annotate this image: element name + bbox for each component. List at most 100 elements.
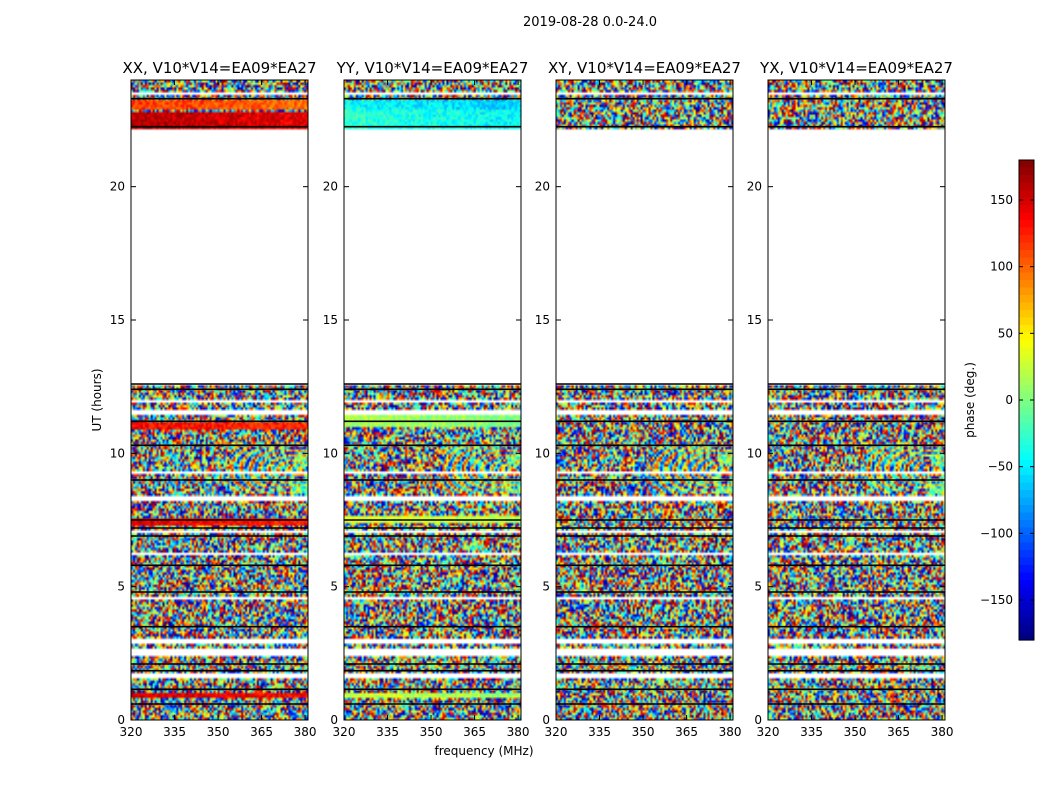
y-tick-label: 15 — [110, 313, 125, 327]
colorbar-segment — [1019, 535, 1034, 544]
colorbar-segment — [1019, 287, 1034, 296]
panel-yy: YY, V10*V14=EA09*EA27 320 335 350 365 380 0 5 10… — [323, 59, 530, 739]
colorbar-segment — [1019, 512, 1034, 521]
colorbar-segment — [1019, 400, 1034, 409]
x-tick-label: 320 — [333, 725, 356, 739]
colorbar-tick-label: 150 — [990, 193, 1013, 207]
colorbar-segment — [1019, 497, 1034, 506]
colorbar-segment — [1019, 490, 1034, 499]
colorbar-segment — [1019, 220, 1034, 229]
colorbar-segment — [1019, 422, 1034, 431]
colorbar-segment — [1019, 332, 1034, 341]
panel-frame — [767, 79, 946, 721]
colorbar-segment — [1019, 617, 1034, 626]
colorbar-segment — [1019, 317, 1034, 326]
colorbar-segment — [1019, 632, 1034, 641]
x-tick-label: 335 — [376, 725, 399, 739]
colorbar-segment — [1019, 565, 1034, 574]
colorbar-segment — [1019, 362, 1034, 371]
panel-title-xy: XY, V10*V14=EA09*EA27 — [548, 59, 741, 77]
colorbar-segment — [1019, 377, 1034, 386]
y-tick-label: 15 — [323, 313, 338, 327]
colorbar-segment — [1019, 557, 1034, 566]
colorbar-segment — [1019, 182, 1034, 191]
heatmap-image-yy — [344, 80, 521, 720]
colorbar-segment — [1019, 602, 1034, 611]
colorbar-segment — [1019, 250, 1034, 259]
colorbar-segment — [1019, 542, 1034, 551]
y-tick-label: 10 — [535, 446, 550, 460]
colorbar-tick-label: −50 — [988, 460, 1013, 474]
colorbar-segment — [1019, 242, 1034, 251]
colorbar-segment — [1019, 295, 1034, 304]
colorbar-segment — [1019, 445, 1034, 454]
y-tick-label: 20 — [110, 180, 125, 194]
panel-frame — [343, 79, 522, 721]
y-tick-label: 0 — [542, 713, 550, 727]
x-tick-label: 320 — [120, 725, 143, 739]
colorbar-segment — [1019, 205, 1034, 214]
colorbar-segment — [1019, 587, 1034, 596]
colorbar-segment — [1019, 550, 1034, 559]
colorbar-tick-label: −100 — [980, 526, 1013, 540]
colorbar-segment — [1019, 437, 1034, 446]
x-tick-label: 335 — [800, 725, 823, 739]
y-tick-label: 20 — [747, 180, 762, 194]
x-axis-label: frequency (MHz) — [434, 744, 533, 758]
panel-frame — [555, 79, 734, 721]
colorbar-label: phase (deg.) — [963, 362, 977, 438]
colorbar-segment — [1019, 355, 1034, 364]
colorbar-segment — [1019, 580, 1034, 589]
x-tick-label: 320 — [757, 725, 780, 739]
panel-title-yx: YX, V10*V14=EA09*EA27 — [759, 59, 953, 77]
colorbar-segment — [1019, 310, 1034, 319]
panel-frame — [130, 79, 309, 721]
panel-title-xx: XX, V10*V14=EA09*EA27 — [122, 59, 316, 77]
x-tick-label: 365 — [250, 725, 273, 739]
colorbar-segment — [1019, 197, 1034, 206]
x-tick-label: 350 — [844, 725, 867, 739]
y-tick-label: 10 — [747, 446, 762, 460]
y-tick-label: 10 — [323, 446, 338, 460]
colorbar-segment — [1019, 212, 1034, 221]
y-tick-label: 5 — [754, 580, 762, 594]
x-tick-label: 380 — [719, 725, 742, 739]
colorbar-segment — [1019, 595, 1034, 604]
x-tick-label: 365 — [675, 725, 698, 739]
y-tick-label: 5 — [117, 580, 125, 594]
x-tick-label: 320 — [545, 725, 568, 739]
colorbar-segment — [1019, 340, 1034, 349]
colorbar-segment — [1019, 520, 1034, 529]
colorbar-segment — [1019, 452, 1034, 461]
y-tick-label: 20 — [535, 180, 550, 194]
colorbar-segment — [1019, 167, 1034, 176]
colorbar-segment — [1019, 265, 1034, 274]
figure-title: 2019-08-28 0.0-24.0 — [523, 15, 657, 30]
colorbar-segment — [1019, 385, 1034, 394]
colorbar-segment — [1019, 190, 1034, 199]
panel-title-yy: YY, V10*V14=EA09*EA27 — [336, 59, 529, 77]
panel-xx: XX, V10*V14=EA09*EA27 320 335 350 365 380 0 5 10… — [110, 59, 317, 739]
colorbar-segment — [1019, 460, 1034, 469]
colorbar-segment — [1019, 407, 1034, 416]
colorbar-tick-label: 50 — [998, 326, 1013, 340]
colorbar-segment — [1019, 257, 1034, 266]
colorbar-segment — [1019, 160, 1034, 169]
colorbar-tick-label: 100 — [990, 260, 1013, 274]
colorbar-segment — [1019, 235, 1034, 244]
y-axis-label: UT (hours) — [90, 368, 104, 431]
colorbar-segment — [1019, 415, 1034, 424]
colorbar-segment — [1019, 475, 1034, 484]
x-tick-label: 335 — [588, 725, 611, 739]
colorbar-segment — [1019, 280, 1034, 289]
colorbar-segment — [1019, 572, 1034, 581]
x-tick-label: 380 — [507, 725, 530, 739]
y-tick-label: 15 — [535, 313, 550, 327]
x-tick-label: 350 — [632, 725, 655, 739]
y-tick-label: 15 — [747, 313, 762, 327]
y-tick-label: 20 — [323, 180, 338, 194]
colorbar-segment — [1019, 467, 1034, 476]
colorbar-tick-label: −150 — [980, 593, 1013, 607]
x-tick-label: 380 — [294, 725, 317, 739]
x-tick-label: 365 — [887, 725, 910, 739]
